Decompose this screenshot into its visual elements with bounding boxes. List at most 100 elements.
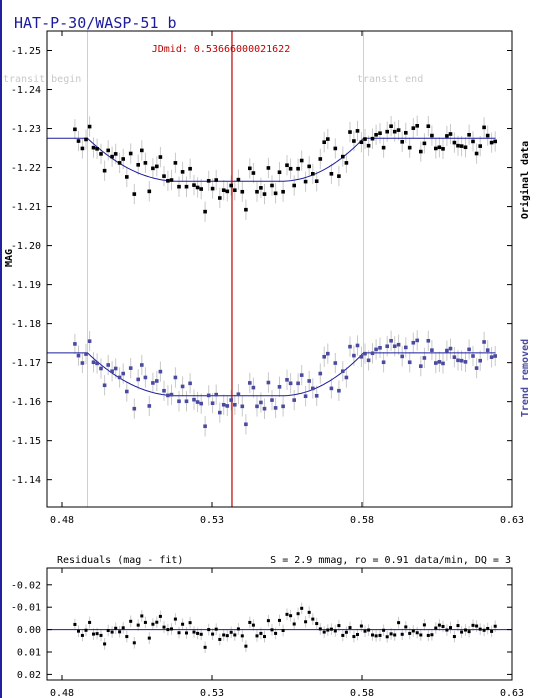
trend-point [121,371,125,376]
trend-point [233,402,237,407]
main-frame [46,30,513,508]
original-point [262,192,267,196]
trend-point [471,354,475,358]
original-point [318,157,323,161]
trend-point [106,363,110,367]
residual-point [307,610,311,614]
residual-point [296,612,300,616]
trend-point [359,354,364,359]
original-point [214,178,218,182]
trend-point [482,340,486,344]
residual-point [482,628,486,632]
residual-point [278,618,281,622]
main-panel: 0.48 0.53 0.58 0.63 -1.25 -1.24 -1.23 -1.22 -1.2… [3,30,531,526]
original-point [158,155,163,159]
original-point [140,148,144,153]
residual-point [188,621,192,625]
main-y-tick-label: -1.16 [11,397,41,408]
original-point [285,163,289,168]
original-point [251,171,256,175]
original-point [106,148,110,153]
original-point [99,152,103,156]
residual-point [125,635,129,639]
original-point [326,137,330,141]
residual-point [415,631,419,635]
residual-point [486,626,490,630]
trend-point [452,355,457,359]
original-point [236,177,241,182]
residual-point [248,620,252,624]
original-point [121,157,125,161]
original-point [419,149,423,154]
residual-point [84,628,88,632]
residual-point [318,627,322,631]
main-y-tick-label: -1.25 [11,46,41,57]
main-x-tick-label: 0.58 [350,515,374,526]
residuals-y-tick-label: 0.00 [17,625,41,636]
residual-point [304,620,308,624]
trend-point [188,381,192,386]
main-points [73,124,497,429]
original-point [199,187,203,191]
main-x-tick-label: 0.63 [500,515,524,526]
residual-point [419,633,423,637]
stats-label: S = 2.9 mmag, ro = 0.91 data/min, DQ = 3 [270,555,511,566]
trend-point [303,394,308,398]
residual-point [437,623,441,627]
residuals-y-tick-label: -0.02 [11,580,41,591]
trend-point [355,343,360,348]
residual-point [233,633,237,637]
original-point [95,147,99,151]
residual-point [103,642,107,646]
original-point [392,129,397,134]
trend-point [348,344,352,349]
trend-point [195,400,200,404]
trend-point [407,360,412,365]
residual-point [411,629,415,633]
residuals-y-tick-label: -0.01 [11,603,41,614]
trend-point [192,397,196,402]
original-point [87,124,92,129]
trend-point [437,360,442,364]
original-point [125,175,129,179]
original-point [221,188,226,192]
trend-point [206,393,211,398]
original-point [240,189,245,194]
residual-point [452,635,456,639]
residual-point [382,628,386,632]
residual-point [196,631,200,635]
residual-point [333,629,337,633]
original-point [76,139,81,143]
original-point [180,170,185,174]
residual-point [367,628,371,632]
original-point [162,174,166,178]
original-point [299,158,304,163]
trend-point [140,363,144,367]
original-point [273,191,278,196]
original-point [281,189,285,194]
original-point [445,134,449,138]
trend-point [311,386,315,391]
trend-point [80,361,85,365]
residual-point [467,630,471,634]
original-point [400,140,404,144]
trend-point [236,392,241,397]
main-grid [87,31,364,507]
original-point [277,170,282,175]
trend-model-curve [47,352,496,397]
original-point [155,164,159,169]
residual-point [315,622,319,626]
trend-point [169,392,174,397]
trend-removed-label: Trend removed [520,339,531,417]
original-point [266,166,271,170]
main-models [47,31,496,507]
original-point [248,166,252,171]
trend-point [125,389,129,394]
original-data-label: Original data [519,141,531,219]
trend-point [381,360,386,365]
residuals-x-tick-label: 0.53 [200,688,224,698]
transit-end-label: transit end [357,74,423,85]
residual-point [348,626,352,630]
trend-point [173,375,178,380]
residual-point [460,630,464,634]
